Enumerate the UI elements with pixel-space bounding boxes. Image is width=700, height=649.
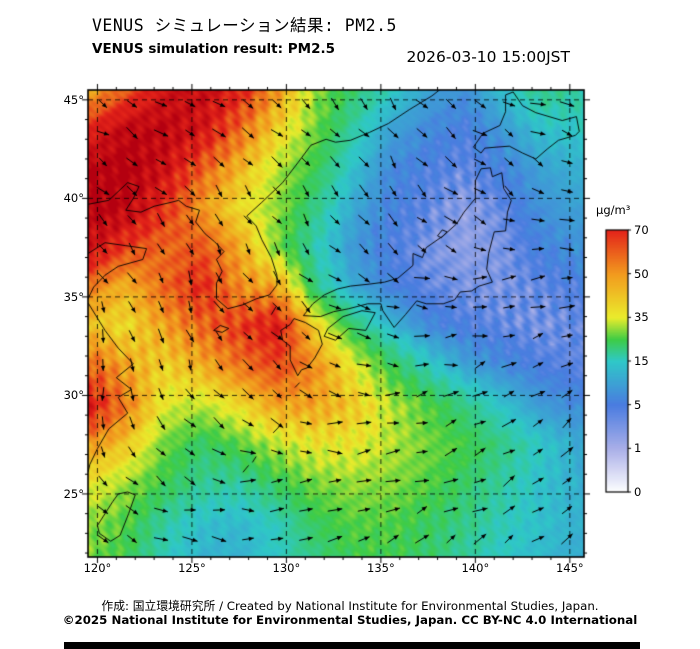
title-english: VENUS simulation result: PM2.5: [92, 41, 335, 57]
y-tick-label: 25°: [63, 486, 84, 501]
datetime-label: 2026-03-10 15:00JST: [406, 48, 570, 66]
colorbar-tick-label: 5: [634, 397, 642, 412]
x-tick-label: 140°: [461, 561, 490, 575]
colorbar-tick-label: 50: [634, 266, 649, 281]
colorbar-tick-label: 1: [634, 441, 642, 456]
x-tick-label: 135°: [367, 561, 395, 575]
x-tick-label: 120°: [83, 561, 112, 575]
colorbar-tick-label: 15: [634, 354, 649, 368]
y-tick-label: 40°: [63, 191, 84, 206]
y-tick-label: 35°: [63, 289, 84, 304]
colorbar-tick-label: 70: [634, 223, 649, 237]
footer-credit: 作成: 国立環境研究所 / Created by National Instit…: [101, 599, 599, 613]
colorbar-tick-label: 35: [634, 310, 649, 325]
y-tick-label: 30°: [63, 388, 84, 403]
x-tick-label: 130°: [272, 561, 301, 575]
x-tick-label: 125°: [178, 561, 206, 575]
colorbar-tick-label: 0: [634, 485, 642, 499]
footer-license: ©2025 National Institute for Environment…: [62, 613, 638, 627]
colorbar-unit-label: μg/m³: [596, 203, 631, 217]
bottom-black-bar: [64, 642, 640, 649]
y-tick-label: 45°: [63, 92, 84, 107]
x-tick-label: 145°: [555, 561, 584, 575]
title-japanese: VENUS シミュレーション結果: PM2.5: [92, 16, 397, 35]
